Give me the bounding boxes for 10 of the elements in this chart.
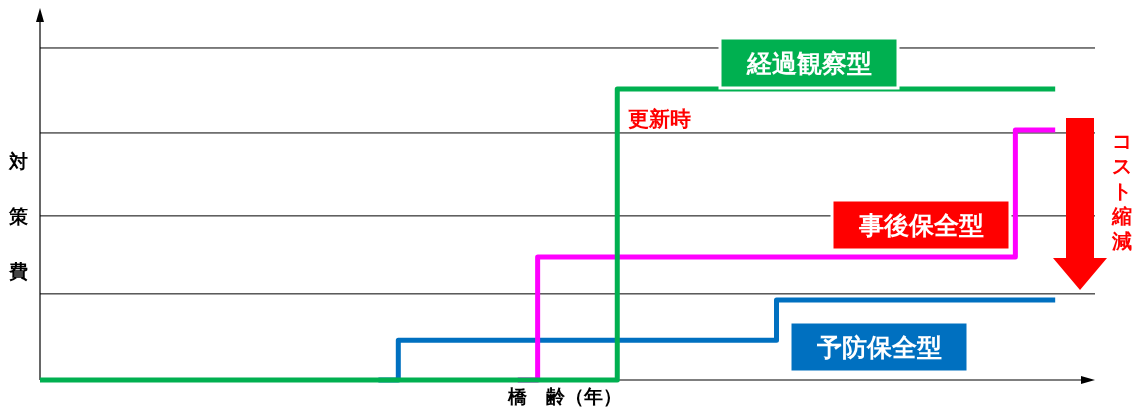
- series-label: 事後保全型: [830, 198, 1012, 252]
- series-label: 予防保全型: [815, 333, 942, 362]
- series-label: 事後保全型: [857, 211, 984, 240]
- text: コスト縮減: [1111, 129, 1132, 253]
- text: 対策費: [8, 150, 28, 282]
- x-axis-title: 橋 齢（年）: [507, 385, 622, 407]
- annotation: 更新時: [628, 107, 691, 131]
- series-label: 経過観察型: [745, 49, 872, 78]
- series-label: 予防保全型: [788, 320, 970, 374]
- series-label: 経過観察型: [718, 36, 900, 90]
